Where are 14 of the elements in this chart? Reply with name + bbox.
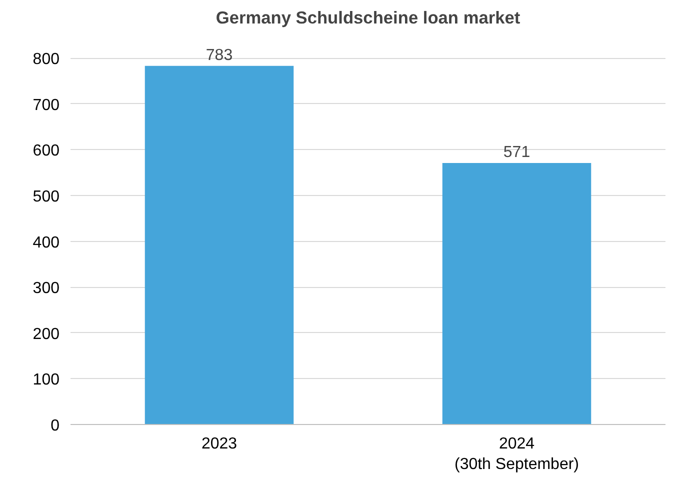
y-tick-label: 100 xyxy=(32,372,60,389)
y-tick-label: 300 xyxy=(32,280,60,298)
y-tick-label: 0 xyxy=(50,418,60,434)
y-tick-label: 400 xyxy=(32,234,60,252)
y-tick-label: 500 xyxy=(32,188,60,206)
data-label: 783 xyxy=(206,46,233,64)
data-label: 571 xyxy=(503,144,530,162)
y-tick-label: 600 xyxy=(32,142,60,160)
x-tick-label: 2024 (30th September) xyxy=(454,436,580,473)
y-tick-label: 700 xyxy=(32,96,60,114)
y-tick-label: 800 xyxy=(32,51,60,68)
y-tick-label: 200 xyxy=(32,326,60,343)
x-tick-label: 2023 xyxy=(201,436,238,452)
chart-title: Germany Schuldscheine loan market xyxy=(216,8,520,28)
